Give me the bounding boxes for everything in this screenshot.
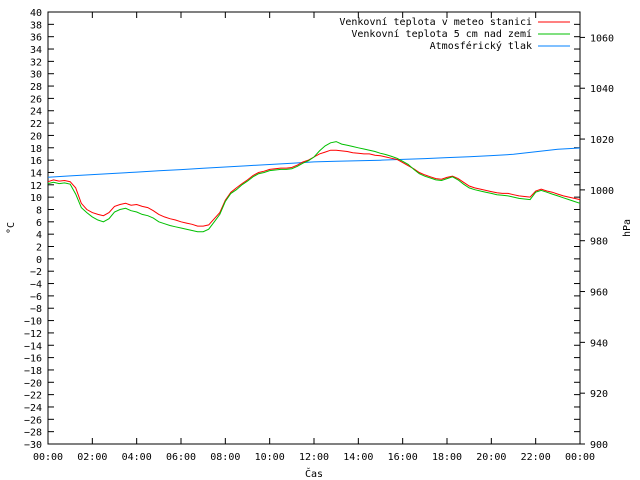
x-tick-label: 16:00: [388, 452, 418, 463]
y-right-tick-label: 920: [590, 389, 608, 400]
y-left-tick-label: 2: [36, 243, 42, 254]
y-left-tick-label: 0: [36, 255, 42, 266]
y-left-tick-label: 10: [30, 193, 42, 204]
x-tick-label: 00:00: [33, 452, 63, 463]
y-right-tick-label: 980: [590, 237, 608, 248]
x-tick-label: 02:00: [77, 452, 107, 463]
y-left-tick-label: 8: [36, 205, 42, 216]
y-left-tick-label: −4: [30, 280, 42, 291]
x-tick-label: 08:00: [210, 452, 240, 463]
y-right-tick-label: 1060: [590, 33, 614, 44]
legend: Venkovní teplota v meteo staniciVenkovní…: [339, 16, 570, 52]
y-left-tick-label: −10: [24, 317, 42, 328]
series-layer: [47, 141, 581, 233]
x-tick-label: 10:00: [255, 452, 285, 463]
left-axis-ticks: −30−28−26−24−22−20−18−16−14−12−10−8−6−4−…: [24, 8, 580, 451]
series-line-2: [47, 147, 581, 178]
y-right-tick-label: 940: [590, 338, 608, 349]
series-line-1: [47, 141, 581, 233]
y-left-tick-label: −8: [30, 304, 42, 315]
y-left-tick-label: 38: [30, 20, 42, 31]
x-tick-label: 20:00: [476, 452, 506, 463]
y-left-tick-label: 34: [30, 45, 42, 56]
x-tick-label: 18:00: [432, 452, 462, 463]
y-right-tick-label: 1040: [590, 84, 614, 95]
y-left-tick-label: −20: [24, 378, 42, 389]
x-tick-label: 04:00: [122, 452, 152, 463]
x-axis-label: Čas: [305, 467, 323, 480]
legend-label-0: Venkovní teplota v meteo stanici: [339, 16, 532, 28]
y-left-tick-label: −6: [30, 292, 42, 303]
x-tick-label: 06:00: [166, 452, 196, 463]
y-left-tick-label: 20: [30, 131, 42, 142]
y-left-tick-label: 40: [30, 8, 42, 19]
x-tick-label: 12:00: [299, 452, 329, 463]
y-left-tick-label: 30: [30, 70, 42, 81]
y-left-tick-label: −30: [24, 440, 42, 451]
y-left-tick-label: 18: [30, 144, 42, 155]
x-tick-label: 14:00: [343, 452, 373, 463]
y-left-tick-label: 4: [36, 230, 42, 241]
y-left-tick-label: 22: [30, 119, 42, 130]
x-tick-label: 00:00: [565, 452, 595, 463]
y-left-tick-label: 24: [30, 107, 42, 118]
y-left-tick-label: −22: [24, 391, 42, 402]
y-right-tick-label: 900: [590, 440, 608, 451]
y-left-tick-label: 12: [30, 181, 42, 192]
y-left-tick-label: 28: [30, 82, 42, 93]
y-right-tick-label: 1020: [590, 135, 614, 146]
y-left-tick-label: 16: [30, 156, 42, 167]
y-left-tick-label: 26: [30, 94, 42, 105]
x-tick-label: 22:00: [521, 452, 551, 463]
y-left-tick-label: −24: [24, 403, 42, 414]
y-left-tick-label: −16: [24, 354, 42, 365]
y-right-tick-label: 960: [590, 288, 608, 299]
legend-label-2: Atmosférický tlak: [430, 40, 532, 52]
x-axis-ticks: 00:00 02:00 04:00 06:00 08:00 10:00 12:00 14:00…: [33, 12, 595, 463]
y-left-tick-label: −2: [30, 267, 42, 278]
y-left-tick-label: 36: [30, 33, 42, 44]
y-left-tick-label: −14: [24, 341, 42, 352]
y-left-tick-label: −28: [24, 428, 42, 439]
right-axis-ticks: 900 920 940 960 980 1000 1020 1040 1060: [580, 33, 614, 451]
y-left-tick-label: 14: [30, 168, 42, 179]
y-left-tick-label: −12: [24, 329, 42, 340]
y-right-tick-label: 1000: [590, 186, 614, 197]
y-left-tick-label: 6: [36, 218, 42, 229]
y-left-tick-label: 32: [30, 57, 42, 68]
plot-frame: [47, 11, 581, 445]
y-right-axis-label: hPa: [622, 219, 633, 237]
y-left-tick-label: −26: [24, 415, 42, 426]
legend-label-1: Venkovní teplota 5 cm nad zemí: [351, 28, 532, 40]
y-left-axis-label: °C: [6, 222, 17, 234]
y-left-tick-label: −18: [24, 366, 42, 377]
